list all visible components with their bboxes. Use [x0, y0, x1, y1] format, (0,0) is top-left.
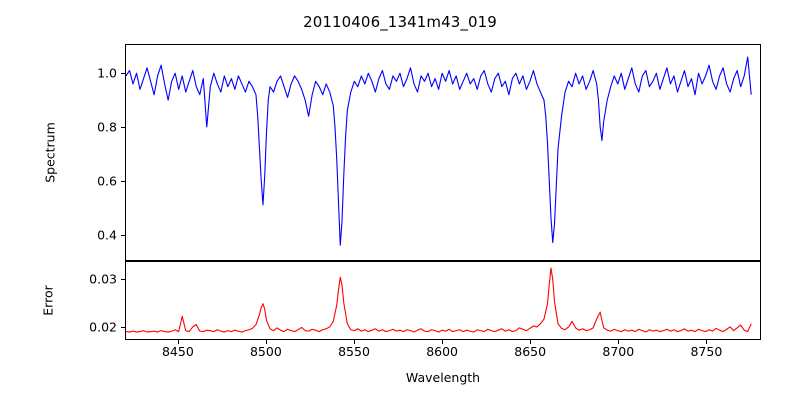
x-axis-label: Wavelength	[405, 370, 481, 385]
spectrum-y-axis-label: Spectrum	[42, 122, 58, 183]
error-polyline	[126, 268, 751, 332]
error-plot-area	[125, 261, 761, 340]
x-axis-tick-label: 8450	[161, 344, 194, 359]
error-line-series	[126, 262, 760, 339]
spectrum-ytick-label: 0.6	[97, 173, 117, 189]
spectrum-plot-area	[125, 44, 761, 261]
page-title: 20110406_1341m43_019	[303, 13, 497, 31]
error-ytick-mark	[121, 326, 125, 328]
x-axis-tick-mark	[177, 340, 179, 344]
x-axis-tick-mark	[530, 340, 532, 344]
error-y-axis-label: Error	[40, 285, 56, 316]
error-ytick-mark	[121, 279, 125, 281]
x-axis-tick-label: 8600	[426, 344, 458, 359]
x-axis-tick-label: 8550	[338, 344, 370, 359]
spectrum-ytick-label: 0.4	[97, 227, 117, 243]
x-axis-tick-mark	[265, 340, 267, 344]
x-axis-tick-label: 8500	[249, 344, 282, 359]
x-axis-tick-label: 8650	[514, 344, 547, 359]
spectrum-ytick-label: 0.8	[97, 119, 117, 135]
spectrum-ytick-mark	[121, 72, 125, 74]
error-ytick-label: 0.02	[89, 319, 117, 335]
spectrum-line-series	[126, 45, 760, 260]
spectrum-ytick-mark	[121, 181, 125, 183]
x-axis-tick-label: 8750	[690, 344, 723, 359]
spectrum-ytick-label: 1.0	[97, 65, 117, 80]
spectrum-ytick-mark	[121, 126, 125, 128]
x-axis-tick-mark	[618, 340, 620, 344]
x-axis-tick-label: 8700	[602, 344, 635, 359]
spectrum-ytick-mark	[121, 235, 125, 237]
error-ytick-label: 0.03	[89, 271, 117, 287]
x-axis-tick-mark	[706, 340, 708, 344]
x-axis-tick-mark	[442, 340, 444, 344]
spectrum-polyline	[126, 57, 751, 245]
x-axis-tick-mark	[354, 340, 356, 344]
